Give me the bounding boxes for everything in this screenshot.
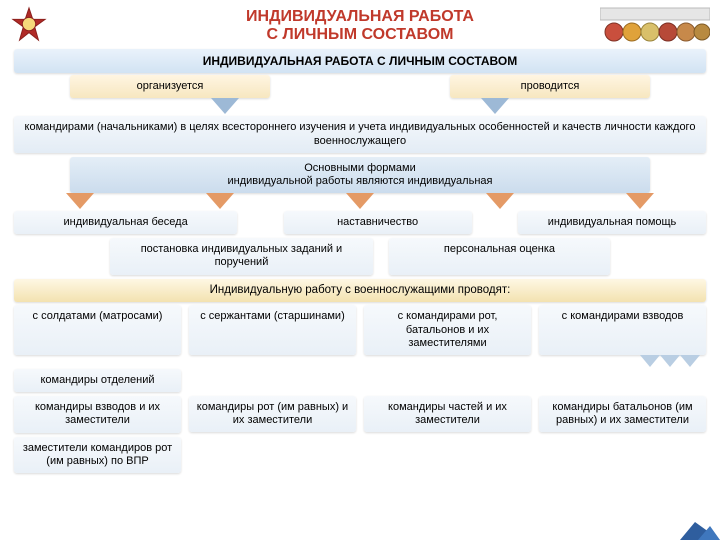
down-arrow-icon [346, 193, 374, 209]
form-pomosch: индивидуальная помощь [518, 211, 706, 234]
main-forms-line-2: индивидуальной работы являются индивидуа… [76, 175, 644, 188]
military-emblem-icon [10, 6, 48, 44]
down-arrow-icon [640, 355, 660, 367]
col2: командиры рот (им равных) и их заместите… [189, 396, 356, 432]
down-arrow-icon [66, 193, 94, 209]
with-sergeants: с сержантами (старшинами) [189, 305, 356, 355]
col3: командиры частей и их заместители [364, 396, 531, 432]
down-arrow-icon [660, 355, 680, 367]
commanders-purpose-text: командирами (начальниками) в целях всест… [14, 116, 706, 152]
main-forms-label: Основными формами индивидуальной работы … [70, 157, 650, 193]
col1-c: заместители командиров рот (им равных) п… [14, 437, 181, 473]
down-arrow-icon [486, 193, 514, 209]
down-arrow-icon [481, 98, 509, 114]
footer-arrow-icon [660, 510, 720, 540]
main-forms-line-1: Основными формами [76, 162, 644, 175]
col4: командиры батальонов (им равных) и их за… [539, 396, 706, 432]
with-platoon-commanders: с командирами взводов [539, 305, 706, 355]
form-ocenka: персональная оценка [389, 238, 610, 274]
who-conducts-banner: Индивидуальную работу с военнослужащими … [14, 279, 706, 303]
organized-label: организуется [70, 75, 270, 98]
form-beseda: индивидуальная беседа [14, 211, 237, 234]
col1-b: командиры взводов и их заместители [14, 396, 181, 432]
down-arrow-icon [680, 355, 700, 367]
main-banner: ИНДИВИДУАЛЬНАЯ РАБОТА С ЛИЧНЫМ СОСТАВОМ [14, 49, 706, 73]
medals-icon [600, 6, 710, 44]
down-arrow-icon [626, 193, 654, 209]
conducted-label: проводится [450, 75, 650, 98]
down-arrow-icon [206, 193, 234, 209]
form-nastavnichestvo: наставничество [284, 211, 472, 234]
with-soldiers: с солдатами (матросами) [14, 305, 181, 355]
down-arrow-icon [211, 98, 239, 114]
col1-a: командиры отделений [14, 369, 181, 392]
with-company-commanders: с командирами рот, батальонов и их замес… [364, 305, 531, 355]
form-postanovka: постановка индивидуальных заданий и пору… [110, 238, 373, 274]
